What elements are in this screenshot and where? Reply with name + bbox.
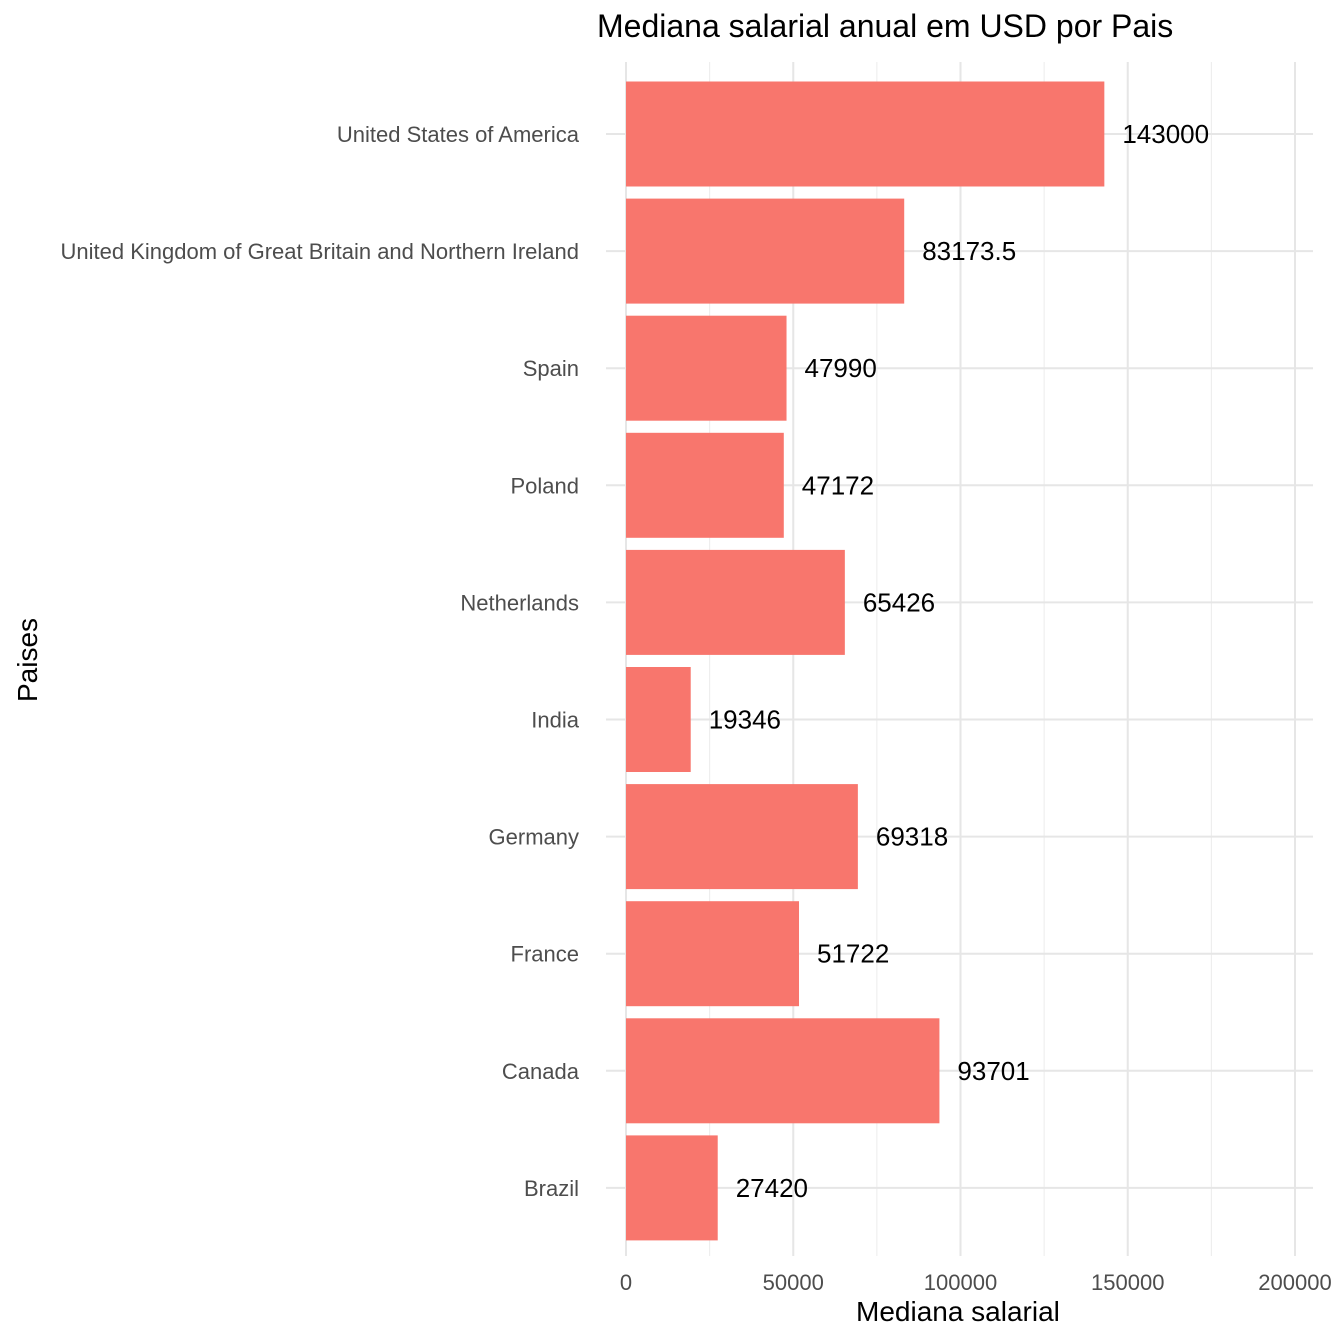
data-label: 143000 bbox=[1122, 119, 1209, 149]
bar bbox=[626, 901, 800, 1007]
data-label: 47172 bbox=[802, 470, 874, 500]
data-label: 47990 bbox=[805, 353, 877, 383]
x-tick-label: 100000 bbox=[924, 1270, 997, 1295]
bar bbox=[626, 315, 787, 421]
bar bbox=[626, 667, 691, 772]
y-tick-label: United Kingdom of Great Britain and Nort… bbox=[60, 239, 579, 264]
bar bbox=[626, 1135, 718, 1241]
y-tick-label: India bbox=[531, 708, 579, 733]
data-label: 27420 bbox=[736, 1173, 808, 1203]
y-tick-label: France bbox=[511, 942, 579, 967]
x-tick-label: 200000 bbox=[1258, 1270, 1331, 1295]
bar bbox=[626, 1018, 940, 1124]
x-tick-label: 50000 bbox=[763, 1270, 824, 1295]
y-tick-label: Poland bbox=[510, 473, 579, 498]
data-label: 93701 bbox=[957, 1056, 1029, 1086]
x-tick-label: 0 bbox=[620, 1270, 632, 1295]
y-tick-label: Canada bbox=[502, 1059, 580, 1084]
bar bbox=[626, 784, 858, 890]
bar bbox=[626, 549, 845, 655]
y-tick-label: United States of America bbox=[337, 122, 580, 147]
bar bbox=[626, 432, 784, 538]
chart-title: Mediana salarial anual em USD por Pais bbox=[597, 8, 1174, 44]
data-label: 83173.5 bbox=[922, 236, 1016, 266]
data-label: 51722 bbox=[817, 939, 889, 969]
data-label: 19346 bbox=[709, 705, 781, 735]
data-label: 69318 bbox=[876, 822, 948, 852]
y-tick-label: Germany bbox=[489, 825, 579, 850]
x-axis-label: Mediana salarial bbox=[856, 1296, 1060, 1327]
data-label: 65426 bbox=[863, 587, 935, 617]
y-tick-label: Netherlands bbox=[460, 590, 579, 615]
y-tick-label: Spain bbox=[523, 356, 579, 381]
y-tick-label: Brazil bbox=[524, 1176, 579, 1201]
x-tick-label: 150000 bbox=[1091, 1270, 1164, 1295]
bar bbox=[626, 81, 1105, 187]
bar bbox=[626, 198, 905, 304]
